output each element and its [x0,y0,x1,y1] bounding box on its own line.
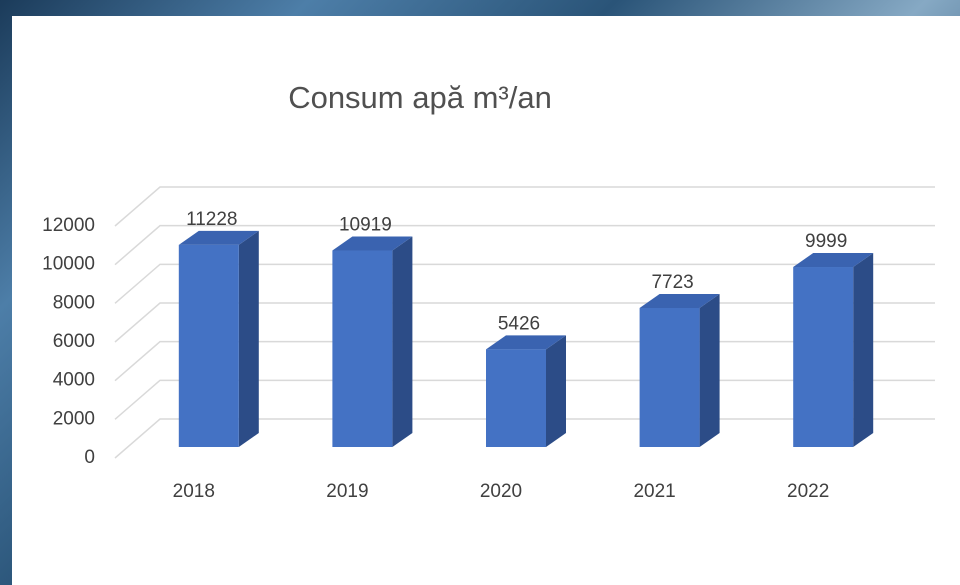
chart-title: Consum apă m³/an [288,80,552,115]
value-label: 5426 [498,313,540,334]
bar [332,250,392,447]
x-tick-label: 2018 [173,481,215,502]
y-tick-label: 0 [84,447,95,468]
chart: Consum apă m³/an 0 2000 4000 6000 8000 10000 1… [0,0,960,585]
bar [793,267,853,447]
bar-side [700,294,720,447]
value-label: 10919 [339,214,392,235]
bar-side [853,253,873,447]
value-label: 7723 [651,272,693,293]
page: Consum apă m³/an 0 2000 4000 6000 8000 10000 1… [0,0,960,585]
y-tick-label: 4000 [53,370,95,391]
x-tick-label: 2022 [787,481,829,502]
y-tick-label: 12000 [42,215,95,236]
x-tick-label: 2020 [480,481,522,502]
y-tick-label: 8000 [53,292,95,313]
y-tick-label: 2000 [53,408,95,429]
bar [486,349,546,447]
value-label: 11228 [186,209,237,230]
bar [640,308,700,447]
bar-side [546,335,566,447]
y-tick-label: 6000 [53,331,95,352]
bar-side [392,236,412,447]
x-tick-label: 2019 [326,481,368,502]
bar [179,245,239,447]
y-tick-label: 10000 [42,254,95,275]
value-label: 9999 [805,231,847,252]
bar-side [239,231,259,447]
x-tick-label: 2021 [633,481,675,502]
